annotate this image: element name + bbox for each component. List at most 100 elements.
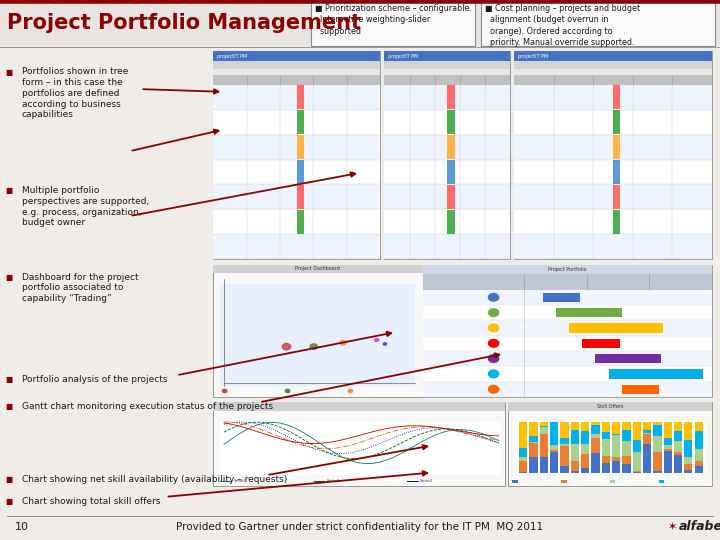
Text: Portfolios shown in tree: Portfolios shown in tree	[22, 68, 128, 77]
Text: 10: 10	[14, 522, 28, 531]
Bar	[622, 441, 631, 456]
Bar	[582, 339, 620, 348]
Text: Multiple portfolio: Multiple portfolio	[22, 186, 99, 195]
Bar	[384, 51, 510, 259]
Bar	[622, 464, 631, 472]
Circle shape	[488, 386, 499, 393]
Bar	[529, 442, 538, 443]
Bar	[633, 440, 641, 452]
Bar	[423, 265, 712, 274]
Bar	[514, 61, 712, 69]
Bar	[213, 134, 380, 159]
Bar	[633, 471, 641, 472]
Bar	[659, 480, 665, 483]
Bar	[602, 422, 610, 431]
Bar	[633, 422, 641, 440]
Bar	[423, 335, 712, 351]
Bar	[560, 446, 569, 466]
Text: alfabet: alfabet	[679, 520, 720, 533]
Bar	[613, 160, 621, 184]
Bar	[674, 451, 682, 455]
Text: Series1: Series1	[233, 478, 246, 483]
Bar	[612, 461, 620, 472]
Bar	[581, 444, 589, 454]
Bar	[602, 439, 610, 456]
Bar	[602, 431, 610, 439]
Bar	[514, 51, 712, 61]
Bar	[213, 110, 380, 134]
Bar	[529, 436, 538, 442]
Bar	[612, 435, 620, 456]
Bar	[595, 354, 661, 363]
Bar	[543, 293, 580, 302]
Bar	[213, 85, 380, 110]
Bar	[448, 185, 455, 209]
Bar	[684, 422, 693, 440]
Text: Gantt chart monitoring execution status of the projects: Gantt chart monitoring execution status …	[22, 402, 273, 411]
Bar	[684, 470, 693, 472]
Bar	[514, 210, 712, 234]
Bar	[423, 305, 712, 320]
Text: ■: ■	[6, 186, 13, 195]
Bar	[297, 160, 304, 184]
Bar	[613, 85, 621, 109]
Bar	[514, 234, 712, 259]
Bar	[508, 402, 712, 411]
Bar	[550, 422, 558, 445]
Text: ■: ■	[6, 68, 13, 77]
Bar	[695, 461, 703, 467]
Bar	[213, 159, 380, 185]
Bar	[448, 110, 455, 134]
Text: ■ Cost planning – projects and budget
  alignment (budget overrun in
  orange). : ■ Cost planning – projects and budget al…	[485, 4, 639, 46]
Bar	[674, 441, 682, 451]
Text: budget owner: budget owner	[22, 218, 85, 227]
Text: form – in this case the: form – in this case the	[22, 78, 122, 87]
Circle shape	[383, 343, 387, 345]
Bar	[213, 234, 380, 259]
Text: Project Portfolio: Project Portfolio	[548, 267, 587, 272]
Bar	[213, 265, 423, 273]
Bar	[613, 210, 621, 234]
Bar	[297, 110, 304, 134]
Text: projectIT PM: projectIT PM	[518, 53, 548, 59]
Bar	[519, 457, 527, 461]
Text: Series3: Series3	[420, 478, 433, 483]
Bar	[220, 284, 415, 386]
Bar	[423, 382, 712, 397]
Bar	[448, 210, 455, 234]
Bar	[560, 438, 569, 444]
Bar	[653, 452, 662, 471]
Bar	[612, 422, 620, 434]
Bar	[653, 422, 662, 426]
Bar	[311, 0, 475, 46]
Bar	[591, 422, 600, 425]
Bar	[529, 457, 538, 472]
Bar	[591, 425, 600, 434]
Bar	[384, 110, 510, 134]
Bar	[540, 427, 548, 428]
Text: Skill Offers: Skill Offers	[597, 404, 624, 409]
Bar	[550, 452, 558, 472]
Circle shape	[340, 340, 346, 345]
Bar	[571, 471, 579, 472]
Bar	[684, 440, 693, 457]
Bar	[591, 434, 600, 438]
Text: capabilities: capabilities	[22, 110, 73, 119]
Bar	[664, 437, 672, 445]
Bar	[653, 436, 662, 452]
Bar	[643, 434, 651, 444]
Bar	[448, 160, 455, 184]
Bar	[695, 422, 703, 431]
Bar	[602, 463, 610, 472]
Text: ■: ■	[6, 273, 13, 282]
Bar	[384, 159, 510, 185]
Bar	[550, 450, 558, 452]
Text: ■: ■	[6, 497, 13, 506]
Bar	[622, 456, 631, 464]
Bar	[519, 461, 527, 472]
Text: Series2: Series2	[327, 478, 340, 483]
Bar	[581, 454, 589, 468]
Bar	[213, 402, 505, 411]
Bar	[571, 422, 579, 430]
Bar	[540, 434, 548, 457]
